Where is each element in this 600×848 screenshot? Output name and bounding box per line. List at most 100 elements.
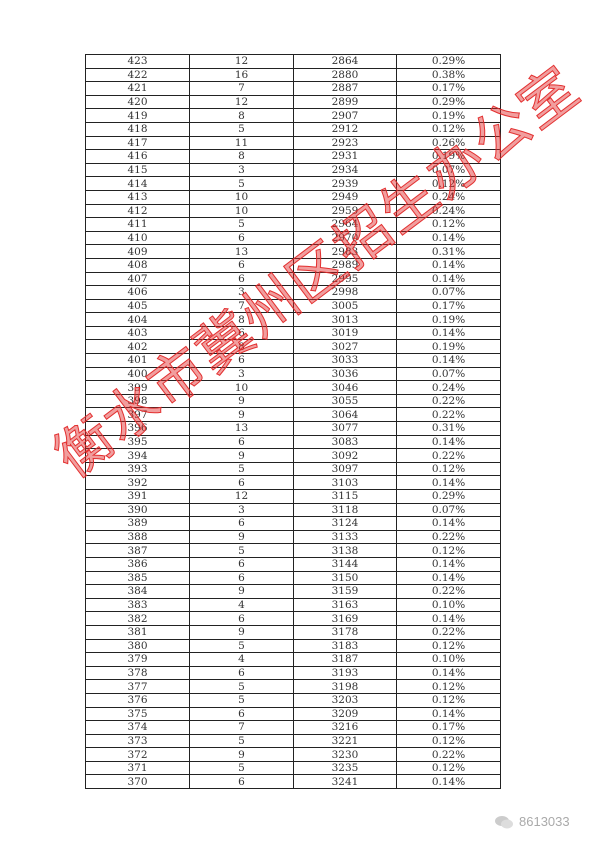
score-distribution-table: 423 12 2864 0.29% 422 16 2880 0.38% 421 7 2887 0.17… (85, 54, 501, 790)
cumulative-cell: 3144 (293, 556, 397, 572)
account-id: 8613033 (519, 814, 570, 829)
percent-cell: 0.10% (396, 652, 501, 667)
table-row: 401 6 3033 0.14% (85, 353, 501, 368)
table-row: 416 8 2931 0.19% (85, 149, 501, 164)
score-cell: 385 (85, 570, 190, 586)
count-cell: 12 (189, 489, 294, 504)
percent-cell: 0.24% (396, 380, 501, 395)
percent-cell: 0.22% (396, 584, 501, 599)
score-cell: 422 (85, 67, 190, 83)
percent-cell: 0.12% (396, 638, 501, 654)
cumulative-cell: 2934 (293, 162, 397, 178)
percent-cell: 0.12% (396, 176, 501, 191)
table-row: 415 3 2934 0.07% (85, 162, 501, 178)
cumulative-cell: 3083 (293, 434, 397, 450)
count-cell: 3 (189, 162, 294, 178)
count-cell: 7 (189, 81, 294, 96)
percent-cell: 0.19% (396, 339, 501, 355)
table-row: 413 10 2949 0.24% (85, 189, 501, 205)
score-cell: 420 (85, 94, 190, 110)
count-cell: 8 (189, 108, 294, 123)
table-row: 377 5 3198 0.12% (85, 679, 501, 694)
score-cell: 402 (85, 339, 190, 355)
percent-cell: 0.14% (396, 611, 501, 626)
score-cell: 371 (85, 760, 190, 776)
cumulative-cell: 3013 (293, 312, 397, 327)
table-row: 382 6 3169 0.14% (85, 611, 501, 626)
score-cell: 400 (85, 366, 190, 382)
table-row: 406 3 2998 0.07% (85, 285, 501, 300)
table-row: 418 5 2912 0.12% (85, 121, 501, 137)
score-cell: 373 (85, 733, 190, 749)
table-row: 372 9 3230 0.22% (85, 747, 501, 762)
score-cell: 404 (85, 312, 190, 327)
score-cell: 382 (85, 611, 190, 626)
score-cell: 394 (85, 448, 190, 463)
percent-cell: 0.12% (396, 543, 501, 558)
percent-cell: 0.31% (396, 244, 501, 259)
percent-cell: 0.38% (396, 67, 501, 83)
cumulative-cell: 2880 (293, 67, 397, 83)
cumulative-cell: 3198 (293, 679, 397, 694)
score-cell: 408 (85, 257, 190, 273)
count-cell: 7 (189, 720, 294, 735)
count-cell: 6 (189, 665, 294, 681)
count-cell: 12 (189, 94, 294, 110)
score-cell: 403 (85, 325, 190, 341)
cumulative-cell: 3241 (293, 774, 397, 790)
count-cell: 3 (189, 366, 294, 382)
score-cell: 413 (85, 189, 190, 205)
percent-cell: 0.24% (396, 203, 501, 219)
percent-cell: 0.14% (396, 271, 501, 287)
score-cell: 376 (85, 692, 190, 708)
count-cell: 6 (189, 611, 294, 626)
percent-cell: 0.12% (396, 461, 501, 477)
count-cell: 5 (189, 543, 294, 558)
count-cell: 6 (189, 271, 294, 287)
cumulative-cell: 3027 (293, 339, 397, 355)
table-row: 421 7 2887 0.17% (85, 81, 501, 96)
table-row: 417 11 2923 0.26% (85, 135, 501, 151)
score-cell: 405 (85, 298, 190, 314)
count-cell: 8 (189, 149, 294, 164)
table-row: 392 6 3103 0.14% (85, 475, 501, 490)
table-row: 405 7 3005 0.17% (85, 298, 501, 314)
score-cell: 410 (85, 230, 190, 246)
count-cell: 11 (189, 135, 294, 151)
score-cell: 378 (85, 665, 190, 681)
cumulative-cell: 3005 (293, 298, 397, 314)
percent-cell: 0.07% (396, 502, 501, 518)
cumulative-cell: 3159 (293, 584, 397, 599)
table-row: 409 13 2983 0.31% (85, 244, 501, 259)
cumulative-cell: 3092 (293, 448, 397, 463)
table-row: 402 8 3027 0.19% (85, 339, 501, 355)
cumulative-cell: 3193 (293, 665, 397, 681)
table-row: 398 9 3055 0.22% (85, 393, 501, 409)
table-row: 387 5 3138 0.12% (85, 543, 501, 558)
cumulative-cell: 2995 (293, 271, 397, 287)
table-row: 385 6 3150 0.14% (85, 570, 501, 586)
percent-cell: 0.22% (396, 747, 501, 762)
table-row: 414 5 2939 0.12% (85, 176, 501, 191)
score-cell: 374 (85, 720, 190, 735)
count-cell: 5 (189, 217, 294, 232)
count-cell: 9 (189, 529, 294, 545)
score-cell: 412 (85, 203, 190, 219)
score-cell: 423 (85, 54, 190, 69)
score-cell: 407 (85, 271, 190, 287)
count-cell: 6 (189, 325, 294, 341)
count-cell: 13 (189, 421, 294, 436)
percent-cell: 0.14% (396, 556, 501, 572)
table-row: 374 7 3216 0.17% (85, 720, 501, 735)
score-cell: 377 (85, 679, 190, 694)
cumulative-cell: 2998 (293, 285, 397, 300)
cumulative-cell: 3118 (293, 502, 397, 518)
table-row: 376 5 3203 0.12% (85, 692, 501, 708)
cumulative-cell: 3178 (293, 624, 397, 640)
cumulative-cell: 3203 (293, 692, 397, 708)
table-row: 378 6 3193 0.14% (85, 665, 501, 681)
score-cell: 391 (85, 489, 190, 504)
count-cell: 8 (189, 339, 294, 355)
count-cell: 10 (189, 189, 294, 205)
cumulative-cell: 3150 (293, 570, 397, 586)
